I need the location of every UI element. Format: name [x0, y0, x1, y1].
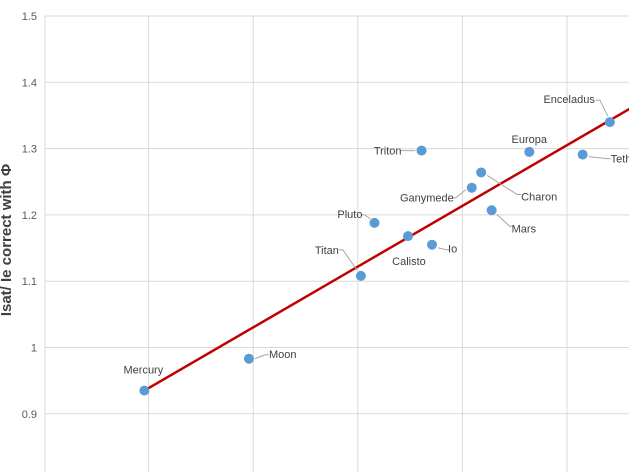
- y-tick-label: 1.1: [22, 276, 37, 288]
- point-mercury: Mercury: [124, 365, 164, 396]
- point-tethys: Tethys: [577, 149, 629, 166]
- point-charon: Charon: [476, 167, 557, 203]
- data-label: Charon: [521, 191, 557, 203]
- data-point-marker: [524, 146, 535, 157]
- point-titan: Titan: [315, 245, 366, 281]
- y-tick-label: 1.5: [22, 11, 37, 23]
- point-moon: Moon: [243, 349, 297, 364]
- point-enceladus: Enceladus: [543, 94, 615, 128]
- data-point-marker: [139, 385, 150, 396]
- point-io: Io: [427, 239, 457, 256]
- data-point-marker: [416, 145, 427, 156]
- point-europa: Europa: [512, 134, 548, 157]
- data-label: Europa: [512, 134, 548, 146]
- data-point-marker: [355, 270, 366, 281]
- gridlines: [44, 15, 629, 472]
- data-point-marker: [486, 205, 497, 216]
- data-label: Tethys: [611, 154, 629, 166]
- leader-line: [496, 213, 514, 227]
- data-point-marker: [577, 149, 588, 160]
- data-label: Io: [448, 244, 457, 256]
- leader-line: [360, 214, 371, 220]
- data-point-marker: [243, 353, 254, 364]
- data-point-marker: [476, 167, 487, 178]
- data-point-marker: [402, 231, 413, 242]
- data-label: Ganymede: [400, 193, 454, 205]
- y-tick-label: 1.3: [22, 144, 37, 156]
- point-ganymede: Ganymede: [400, 182, 477, 205]
- data-label: Moon: [269, 349, 297, 361]
- leader-line: [254, 354, 269, 360]
- leader-line: [588, 156, 611, 160]
- leader-line: [595, 99, 609, 117]
- data-label: Enceladus: [543, 94, 595, 106]
- data-label: Calisto: [392, 256, 426, 268]
- data-point-marker: [466, 182, 477, 193]
- y-axis-title: Isat/ Ie correct with Φ: [0, 164, 15, 316]
- data-label: Titan: [315, 245, 339, 257]
- y-tick-label: 1: [31, 343, 37, 355]
- leader-line: [338, 249, 358, 271]
- leader-line: [451, 189, 467, 199]
- point-triton: Triton: [374, 145, 427, 158]
- point-calisto: Calisto: [392, 231, 426, 268]
- data-label: Mercury: [124, 365, 164, 377]
- data-label: Pluto: [337, 209, 362, 221]
- y-tick-label: 1.2: [22, 210, 37, 222]
- leader-line: [486, 175, 522, 195]
- data-points: Mercury Moon Titan Pluto Calisto Triton Io Gany…: [124, 94, 629, 396]
- point-pluto: Pluto: [337, 209, 380, 228]
- y-tick-label: 0.9: [22, 409, 37, 421]
- leader-line: [437, 247, 451, 251]
- data-label: Triton: [374, 146, 402, 158]
- trendline: [143, 107, 629, 392]
- data-point-marker: [604, 117, 615, 128]
- point-mars: Mars: [486, 205, 537, 235]
- data-point-marker: [427, 239, 438, 250]
- data-point-marker: [369, 217, 380, 228]
- data-label: Mars: [512, 223, 537, 235]
- y-tick-label: 1.4: [22, 77, 37, 89]
